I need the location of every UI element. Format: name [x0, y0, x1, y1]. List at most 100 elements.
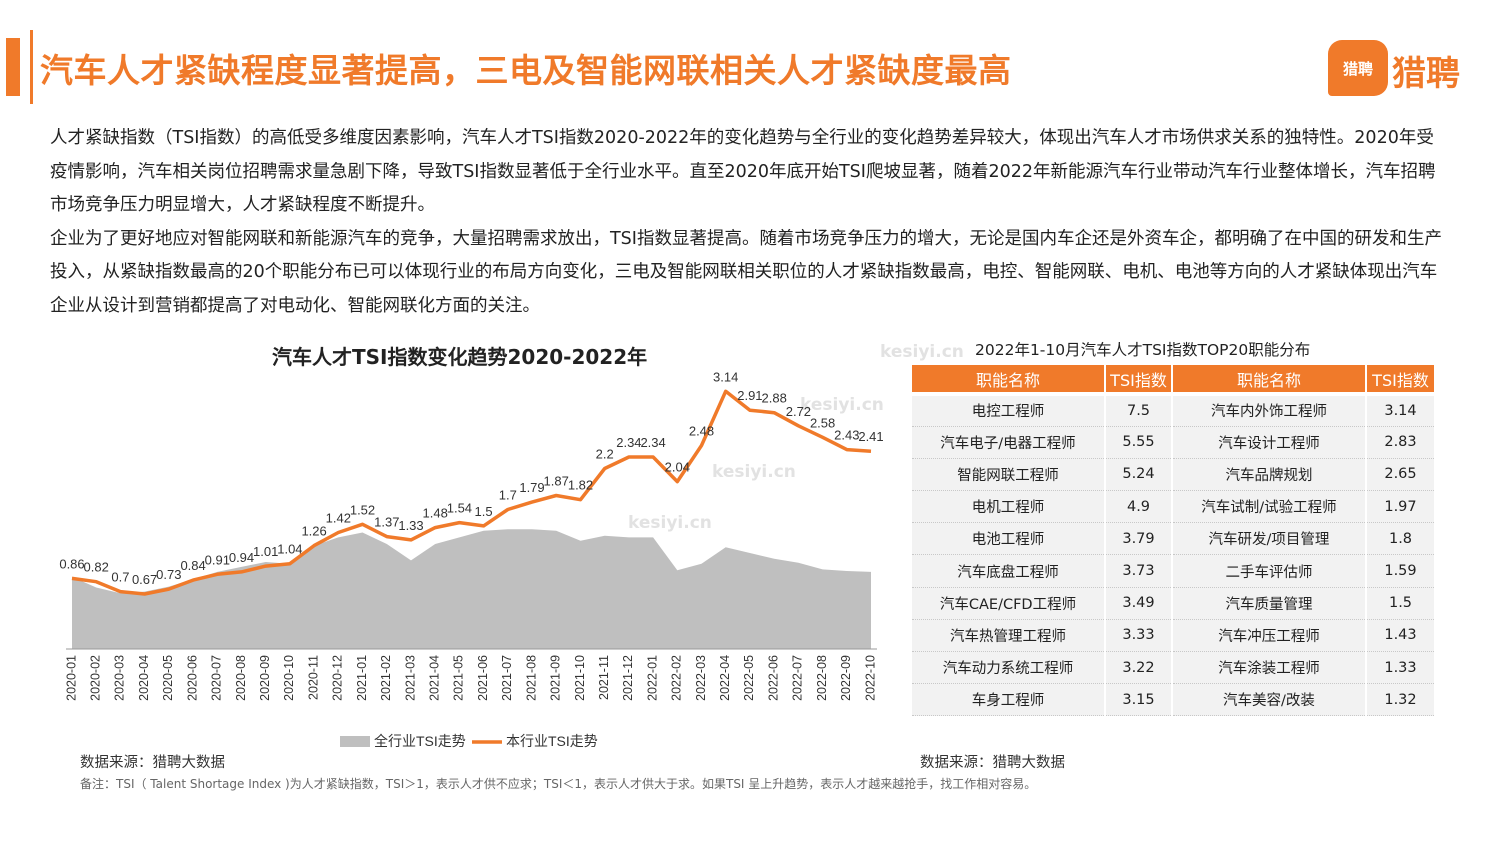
table-row: 电池工程师 3.79 汽车研发/项目管理 1.8	[912, 522, 1434, 556]
table-cell-tsi: 1.97	[1366, 490, 1434, 524]
title-accent-bar	[6, 38, 20, 96]
logo-text: 猎聘	[1392, 54, 1460, 94]
table-cell-tsi: 4.9	[1105, 490, 1173, 524]
trend-chart-title: 汽车人才TSI指数变化趋势2020-2022年	[272, 345, 648, 369]
table-cell-function: 车身工程师	[912, 683, 1106, 717]
data-label: 1.87	[544, 474, 569, 489]
x-tick-label: 2021-09	[548, 655, 562, 701]
table-cell-function: 汽车质量管理	[1172, 587, 1367, 620]
data-label: 0.94	[229, 550, 254, 565]
x-tick-label: 2020-07	[210, 655, 224, 701]
data-label: 0.84	[180, 558, 205, 573]
data-label: 2.91	[737, 388, 762, 403]
table-row: 智能网联工程师 5.24 汽车品牌规划 2.65	[912, 458, 1434, 492]
table-cell-function: 智能网联工程师	[912, 458, 1106, 492]
x-tick-label: 2022-08	[815, 655, 829, 701]
table-cell-function: 汽车动力系统工程师	[912, 651, 1106, 685]
x-tick-label: 2020-11	[306, 655, 320, 700]
x-tick-label: 2021-05	[452, 655, 466, 701]
data-label: 1.54	[447, 501, 472, 516]
x-tick-label: 2021-11	[597, 655, 611, 700]
data-source-left: 数据来源：猎聘大数据	[80, 755, 225, 771]
data-label: 2.58	[810, 415, 835, 430]
liepin-logo: 猎聘 猎聘	[1328, 40, 1478, 100]
data-label: 1.33	[398, 518, 423, 533]
data-label: 0.82	[84, 560, 109, 575]
data-label: 2.04	[665, 460, 690, 475]
watermark: kesiyi.cn	[880, 342, 964, 362]
x-tick-label: 2020-12	[331, 655, 345, 701]
title-bar: 汽车人才紧缺程度显著提高，三电及智能网联相关人才紧缺度最高	[0, 30, 1500, 104]
table-cell-tsi: 3.73	[1105, 554, 1173, 588]
series-area-all-industry	[72, 529, 871, 649]
table-row: 汽车热管理工程师 3.33 汽车冲压工程师 1.43	[912, 619, 1434, 653]
legend-label-all-industry: 全行业TSI走势	[374, 733, 466, 749]
column-header-function: 职能名称	[1172, 365, 1367, 394]
table-cell-tsi: 1.32	[1366, 683, 1434, 717]
data-label: 1.48	[423, 506, 448, 521]
x-tick-label: 2020-01	[64, 655, 78, 701]
x-tick-label: 2021-04	[427, 655, 441, 701]
x-tick-label: 2021-01	[355, 655, 369, 701]
data-label: 0.67	[132, 572, 157, 587]
table-cell-function: 二手车评估师	[1172, 554, 1367, 588]
x-tick-label: 2022-05	[742, 655, 756, 701]
x-tick-label: 2022-06	[766, 655, 780, 701]
x-tick-label: 2021-02	[379, 655, 393, 701]
x-tick-label: 2022-07	[791, 655, 805, 701]
description-paragraph-2: 企业为了更好地应对智能网联和新能源汽车的竞争，大量招聘需求放出，TSI指数显著提…	[50, 228, 1442, 316]
data-label: 1.04	[277, 542, 302, 557]
table-cell-tsi: 1.8	[1366, 522, 1434, 556]
title-divider	[30, 30, 33, 104]
x-tick-label: 2020-08	[234, 655, 248, 701]
data-label: 1.37	[374, 515, 399, 530]
description: 人才紧缺指数（TSI指数）的高低受多维度因素影响，汽车人才TSI指数2020-2…	[50, 122, 1445, 323]
x-tick-label: 2020-03	[113, 655, 127, 701]
x-tick-label: 2022-03	[694, 655, 708, 701]
table-cell-tsi: 3.15	[1105, 683, 1173, 717]
table-cell-tsi: 1.43	[1366, 619, 1434, 653]
data-label: 2.48	[689, 424, 714, 439]
page-title: 汽车人才紧缺程度显著提高，三电及智能网联相关人才紧缺度最高	[40, 51, 1012, 90]
data-label: 2.41	[858, 429, 883, 444]
series-line-auto-industry	[71, 389, 872, 596]
table-row: 电机工程师 4.9 汽车试制/试验工程师 1.97	[912, 490, 1434, 524]
table-cell-tsi: 3.14	[1366, 391, 1434, 427]
data-label: 2.34	[640, 435, 665, 450]
x-tick-label: 2020-10	[282, 655, 296, 701]
x-tick-label: 2021-12	[621, 655, 635, 701]
x-tick-label: 2022-01	[645, 655, 659, 701]
x-tick-label: 2021-07	[500, 655, 514, 701]
description-paragraph-1: 人才紧缺指数（TSI指数）的高低受多维度因素影响，汽车人才TSI指数2020-2…	[50, 128, 1436, 215]
table-row: 汽车动力系统工程师 3.22 汽车涂装工程师 1.33	[912, 651, 1434, 685]
table-cell-tsi: 3.49	[1105, 587, 1173, 620]
x-tick-label: 2022-09	[839, 655, 853, 701]
table-cell-function: 汽车内外饰工程师	[1172, 391, 1367, 427]
data-label: 2.2	[596, 447, 614, 462]
table-cell-tsi: 5.24	[1105, 458, 1173, 492]
x-tick-label: 2020-06	[185, 655, 199, 701]
table-row: 汽车CAE/CFD工程师 3.49 汽车质量管理 1.5	[912, 587, 1434, 620]
data-source-right: 数据来源：猎聘大数据	[920, 755, 1065, 771]
table-cell-tsi: 2.65	[1366, 458, 1434, 492]
x-tick-label: 2021-08	[524, 655, 538, 701]
table-cell-function: 汽车研发/项目管理	[1172, 522, 1367, 556]
footnote: 备注：TSI（ Talent Shortage Index )为人才紧缺指数，T…	[80, 777, 1037, 791]
table-cell-function: 汽车美容/改装	[1172, 683, 1367, 717]
top20-tsi-table: 职能名称 TSI指数 职能名称 TSI指数 电控工程师 7.5 汽车内外饰工程师 3.…	[912, 365, 1434, 717]
table-cell-function: 汽车CAE/CFD工程师	[912, 587, 1106, 620]
data-label: 1.79	[519, 480, 544, 495]
table-row: 汽车电子/电器工程师 5.55 汽车设计工程师 2.83	[912, 426, 1434, 459]
x-tick-label: 2020-02	[88, 655, 102, 701]
data-label: 2.43	[834, 428, 859, 443]
table-row: 汽车底盘工程师 3.73 二手车评估师 1.59	[912, 554, 1434, 588]
table-cell-tsi: 1.5	[1366, 587, 1434, 620]
x-tick-label: 2022-10	[863, 655, 877, 701]
table-row: 车身工程师 3.15 汽车美容/改装 1.32	[912, 683, 1434, 717]
logo-badge-icon: 猎聘	[1328, 40, 1388, 96]
tsi-trend-chart: 0.860.820.7 0.670.730.840.910.941.011.04 1…	[59, 370, 883, 749]
data-label: 1.52	[350, 502, 375, 517]
data-label: 0.86	[59, 556, 84, 571]
table-cell-tsi: 1.33	[1366, 651, 1434, 685]
table-cell-tsi: 7.5	[1105, 391, 1173, 427]
